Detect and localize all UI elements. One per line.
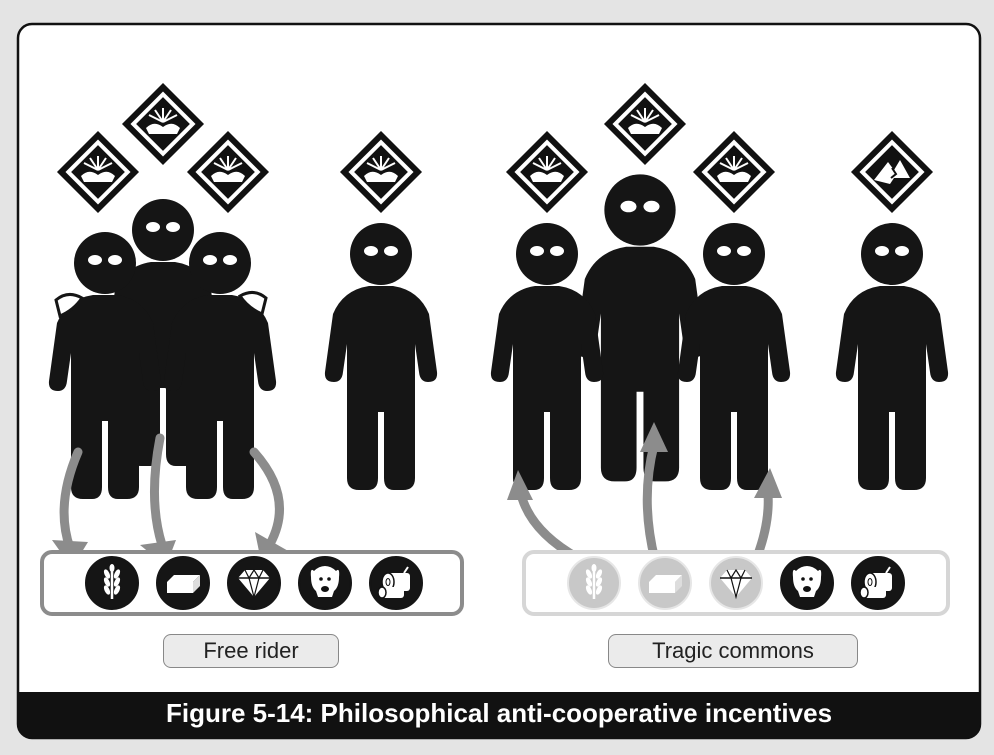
arrowhead [640, 422, 668, 452]
figure-caption: Figure 5-14: Philosophical anti-cooperat… [18, 692, 980, 738]
hand-on-shoulder [237, 291, 268, 317]
commons-resources [567, 556, 905, 610]
brick-icon [638, 556, 692, 610]
free-rider-resources [85, 556, 423, 610]
log-icon [369, 556, 423, 610]
wheat-icon [85, 556, 139, 610]
arrow-take-diamond [249, 447, 284, 549]
arrowhead [507, 470, 533, 500]
wheat-icon [567, 556, 621, 610]
diamond-icon [227, 556, 281, 610]
arrow-commons-brick [642, 440, 660, 565]
arrow-take-wheat [59, 447, 83, 553]
sheep-icon [298, 556, 352, 610]
hand-on-shoulder [54, 293, 85, 319]
diamond-icon [709, 556, 763, 610]
log-icon [851, 556, 905, 610]
free-rider-label: Free rider [163, 634, 339, 668]
brick-icon [156, 556, 210, 610]
arrow-take-brick [149, 433, 167, 550]
sheep-icon [780, 556, 834, 610]
arrowhead [754, 468, 782, 498]
tragic-commons-label: Tragic commons [608, 634, 858, 668]
